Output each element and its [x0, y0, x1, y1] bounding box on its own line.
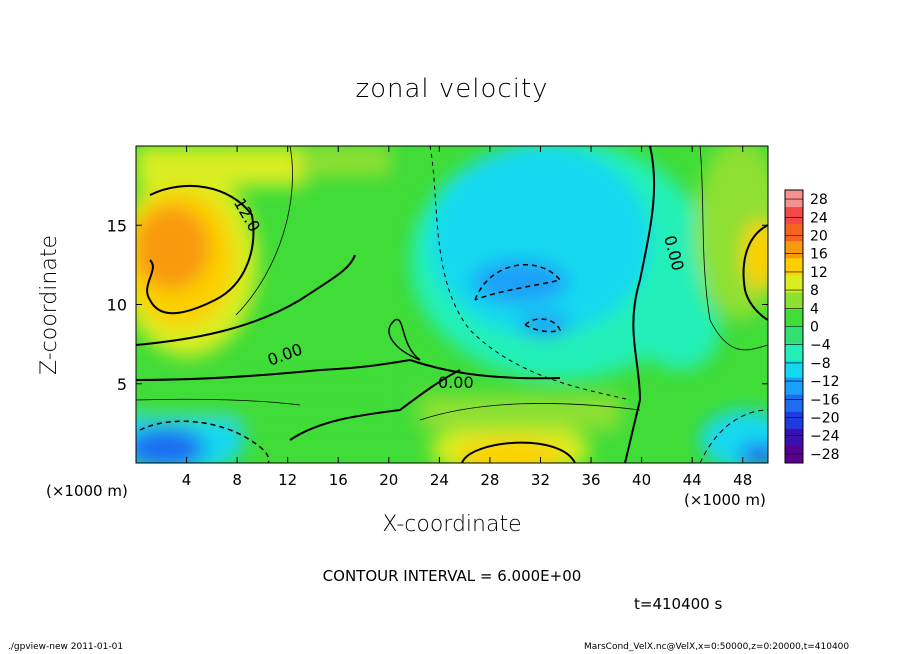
colorbar-swatch — [785, 241, 803, 259]
colorbar-swatch — [785, 275, 803, 293]
colorbar-swatch — [785, 445, 803, 464]
x-tick-label: 28 — [480, 471, 499, 489]
x-axis-title: X-coordinate — [0, 512, 904, 537]
colorbar-label: 20 — [810, 229, 828, 245]
y-axis-title: Z-coordinate — [37, 235, 62, 375]
colorbar-swatch — [785, 224, 803, 242]
colorbar-label: 12 — [810, 265, 828, 281]
colorbar-label: 0 — [810, 320, 819, 336]
colorbar-swatch — [785, 207, 803, 225]
colorbar-label: −28 — [810, 447, 840, 463]
colorbar: 28 24 20 16 12 8 4 0 −4 −8 −12 −16 −20 −24 −28 — [784, 189, 840, 464]
y-tick-label: 5 — [117, 375, 127, 394]
x-tick-label: 4 — [182, 471, 192, 489]
colorbar-label: 28 — [810, 192, 828, 208]
x-tick-label: 48 — [733, 471, 752, 489]
colorbar-label: −20 — [810, 411, 840, 427]
y-tick-label: 15 — [107, 216, 127, 235]
colorbar-label: −12 — [810, 374, 840, 390]
colorbar-swatch — [785, 343, 803, 362]
time-label: t=410400 s — [634, 595, 723, 613]
x-tick-label: 40 — [632, 471, 651, 489]
y-axis: 5 10 15 — [107, 216, 768, 394]
colorbar-label: 24 — [810, 210, 828, 226]
y-tick-label: 10 — [107, 296, 127, 315]
x-tick-label: 16 — [329, 471, 348, 489]
footer-left: ./gpview-new 2011-01-01 — [8, 642, 124, 652]
x-tick-label: 32 — [531, 471, 550, 489]
x-tick-label: 44 — [683, 471, 702, 489]
colorbar-label: 4 — [810, 301, 819, 317]
x-tick-label: 8 — [232, 471, 242, 489]
colorbar-swatch — [785, 428, 803, 447]
colorbar-swatch — [785, 377, 803, 396]
colorbar-swatch — [785, 326, 803, 345]
x-tick-label: 12 — [278, 471, 297, 489]
contour-label: 0.00 — [438, 373, 474, 392]
colorbar-swatch — [785, 411, 803, 430]
x-unit-label-right: (×1000 m) — [684, 491, 766, 509]
x-tick-label: 20 — [379, 471, 398, 489]
colorbar-label: −16 — [810, 392, 840, 408]
chart-title: zonal velocity — [355, 74, 549, 104]
colorbar-swatch — [785, 309, 803, 327]
colorbar-swatch — [785, 292, 803, 310]
colorbar-label: −4 — [810, 338, 831, 354]
colorbar-label: −8 — [810, 356, 831, 372]
colorbar-label: 16 — [810, 247, 828, 263]
colorbar-swatch — [785, 190, 803, 208]
colorbar-swatch — [785, 258, 803, 276]
colorbar-label: 8 — [810, 283, 819, 299]
velocity-field: 12.0 0.00 0.00 0.00 — [136, 146, 768, 463]
footer-right: MarsCond_VelX.nc@VelX,x=0:50000,z=0:2000… — [584, 642, 850, 652]
x-tick-label: 24 — [430, 471, 449, 489]
colorbar-swatch — [785, 394, 803, 413]
contour-lines — [136, 146, 768, 463]
contour-interval: CONTOUR INTERVAL = 6.000E+00 — [322, 567, 582, 585]
colorbar-swatch — [785, 360, 803, 379]
colorbar-label: −24 — [810, 429, 840, 445]
x-tick-label: 36 — [581, 471, 600, 489]
x-axis-title-text: X-coordinate — [382, 512, 522, 537]
x-axis: 4 8 12 16 20 24 28 32 36 40 44 48 — [182, 146, 752, 489]
x-unit-label: (×1000 m) — [46, 482, 128, 500]
